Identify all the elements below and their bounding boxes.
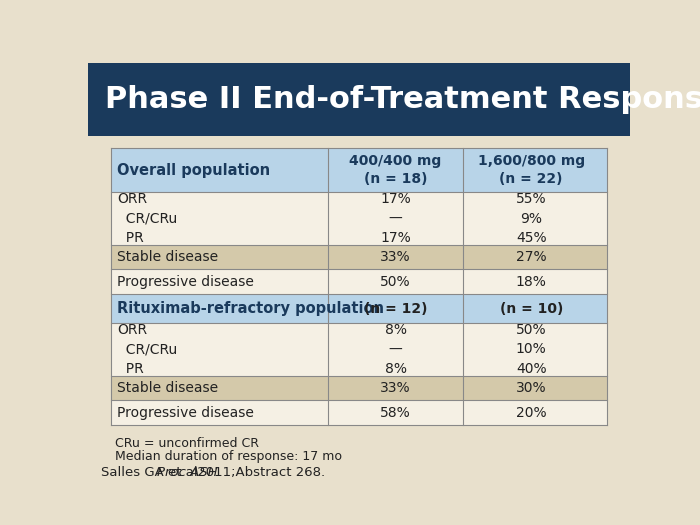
Bar [111, 400, 607, 425]
Text: 58%: 58% [380, 406, 411, 419]
Text: (n = 12): (n = 12) [364, 302, 427, 316]
Text: 2011;Abstract 268.: 2011;Abstract 268. [193, 467, 325, 479]
Text: Overall population: Overall population [117, 163, 270, 177]
Bar [111, 323, 607, 375]
Bar [111, 148, 607, 192]
Bar [111, 375, 607, 400]
Text: (n = 10): (n = 10) [500, 302, 563, 316]
Text: 50%: 50% [380, 275, 411, 289]
Bar [88, 63, 630, 136]
Text: Rituximab-refractory population: Rituximab-refractory population [117, 301, 384, 316]
Text: 27%: 27% [516, 250, 547, 264]
Bar [111, 192, 607, 245]
Text: Proc ASH: Proc ASH [158, 467, 218, 479]
Bar [111, 269, 607, 294]
Text: ORR
  CR/CRu
  PR: ORR CR/CRu PR [117, 192, 177, 245]
Text: Stable disease: Stable disease [117, 381, 218, 395]
Text: Median duration of response: 17 mo: Median duration of response: 17 mo [115, 449, 342, 463]
Text: Progressive disease: Progressive disease [117, 275, 254, 289]
Bar [111, 294, 607, 323]
Text: 33%: 33% [380, 250, 411, 264]
Text: 30%: 30% [516, 381, 547, 395]
Text: 55%
9%
45%: 55% 9% 45% [516, 192, 547, 245]
Bar [111, 148, 607, 425]
Text: Phase II End-of-Treatment Response: Phase II End-of-Treatment Response [104, 86, 700, 114]
Text: 33%: 33% [380, 381, 411, 395]
Text: 8%
—
8%: 8% — 8% [384, 323, 407, 376]
Text: 400/400 mg
(n = 18): 400/400 mg (n = 18) [349, 154, 442, 186]
Text: 20%: 20% [516, 406, 547, 419]
Text: CRu = unconfirmed CR: CRu = unconfirmed CR [115, 437, 258, 450]
Text: ORR
  CR/CRu
  PR: ORR CR/CRu PR [117, 323, 177, 376]
Text: 17%
—
17%: 17% — 17% [380, 192, 411, 245]
Text: Stable disease: Stable disease [117, 250, 218, 264]
Text: 1,600/800 mg
(n = 22): 1,600/800 mg (n = 22) [477, 154, 584, 186]
Text: 50%
10%
40%: 50% 10% 40% [516, 323, 547, 376]
Bar [111, 245, 607, 269]
Text: Salles GA et al.: Salles GA et al. [102, 467, 206, 479]
Text: Progressive disease: Progressive disease [117, 406, 254, 419]
Text: 18%: 18% [516, 275, 547, 289]
